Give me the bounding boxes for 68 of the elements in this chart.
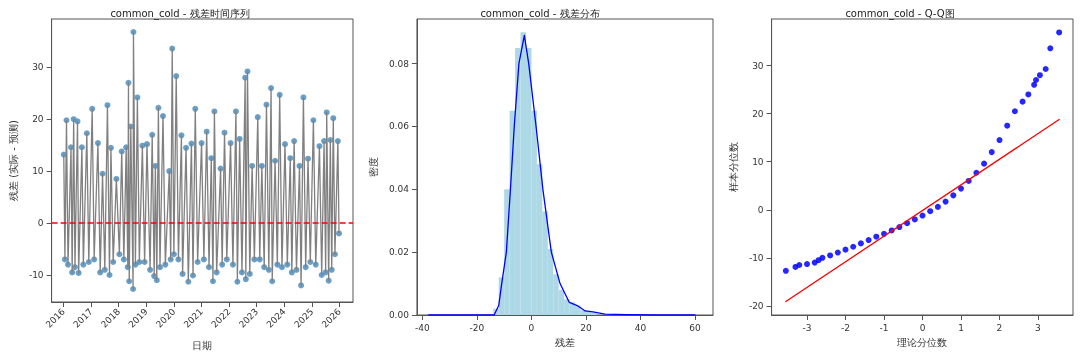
point [834, 249, 841, 256]
y-tick-label: 0 [757, 204, 764, 215]
point [1042, 65, 1049, 72]
point [796, 262, 803, 269]
y-axis-title: 残差 (实际 - 预测) [7, 119, 19, 201]
y-tick-label: 0 [37, 218, 44, 229]
x-axis-title: 理论分位数 [897, 336, 948, 348]
x-tick-label: 0 [528, 322, 535, 333]
x-tick-label: -2 [841, 322, 850, 333]
point [927, 208, 934, 215]
point [1036, 72, 1043, 79]
x-axis-title: 日期 [192, 339, 213, 351]
point [1019, 98, 1026, 105]
x-tick-label: -40 [415, 322, 431, 333]
point [1047, 45, 1054, 52]
chart-title: common_cold - Q-Q图 [845, 7, 955, 20]
point [911, 216, 918, 223]
y-tick-label: 10 [32, 166, 44, 177]
point [996, 137, 1003, 144]
point [850, 243, 857, 250]
point [988, 149, 995, 156]
chart-title: common_cold - 残差时间序列 [110, 7, 250, 20]
point [934, 203, 941, 210]
point [873, 233, 880, 240]
x-tick-label: 0 [919, 322, 926, 333]
point [804, 261, 811, 268]
y-tick-label: 10 [752, 156, 764, 167]
x-axis-title: 残差 [554, 336, 575, 348]
y-tick-label: 30 [32, 62, 44, 73]
point [1031, 81, 1038, 88]
point [827, 252, 834, 259]
x-tick-label: 3 [1035, 322, 1041, 333]
y-tick-label: 30 [752, 60, 764, 71]
point [1025, 91, 1032, 98]
x-tick-label: 60 [689, 322, 702, 333]
x-tick-label: 20 [580, 322, 592, 333]
x-tick-label: -3 [802, 322, 812, 333]
y-tick-label: 0.08 [388, 58, 410, 69]
point [1011, 108, 1018, 115]
point [782, 267, 789, 274]
point [957, 185, 964, 192]
y-tick-label: 20 [752, 108, 764, 119]
y-tick-label: 20 [32, 114, 44, 125]
point [942, 198, 949, 205]
y-tick-label: -10 [28, 270, 44, 280]
point [981, 160, 988, 167]
y-axis-title: 密度 [367, 157, 379, 177]
y-tick-label: -10 [748, 252, 764, 263]
y-tick-label: 0.00 [388, 310, 410, 320]
point [950, 192, 957, 199]
y-axis-title: 样本分位数 [727, 142, 739, 192]
point [857, 240, 864, 247]
x-tick-label: -1 [879, 322, 889, 333]
x-tick-label: 1 [958, 322, 964, 333]
point [819, 254, 826, 261]
point [919, 212, 926, 219]
x-tick-label: 2 [996, 322, 1003, 333]
x-tick-label: -20 [469, 322, 485, 333]
y-tick-label: 0.04 [388, 184, 410, 195]
x-tick-label: 40 [634, 322, 647, 333]
point [1004, 122, 1011, 129]
point [1056, 29, 1063, 36]
chart-title: common_cold - 残差分布 [480, 7, 600, 20]
line-series [428, 34, 696, 316]
y-tick-label: 0.02 [388, 247, 409, 258]
point [865, 237, 872, 244]
y-tick-label: 0.06 [388, 121, 410, 132]
point [1033, 77, 1040, 84]
